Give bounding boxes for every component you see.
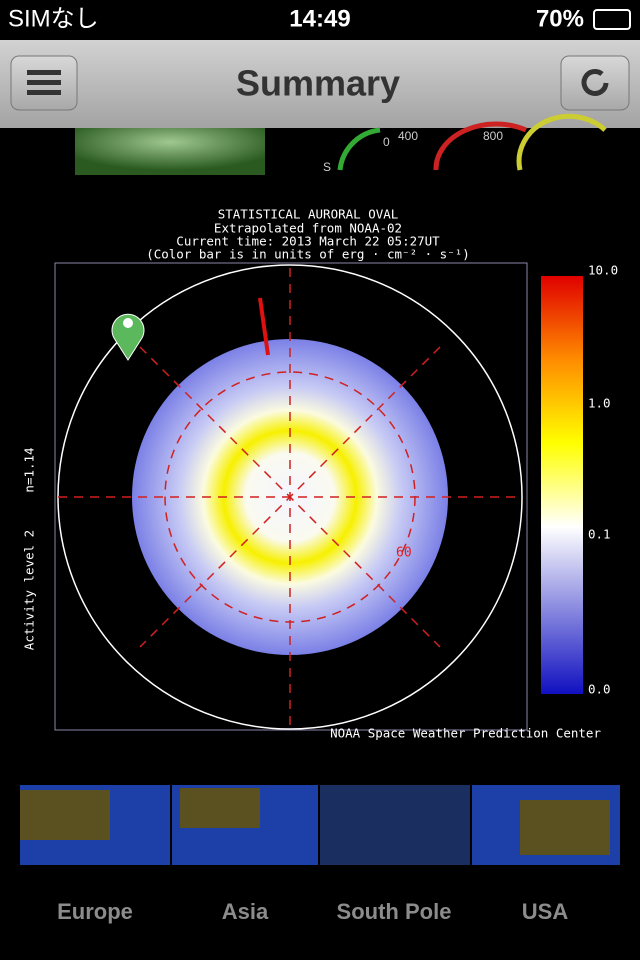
carrier: SIMなし: [8, 5, 99, 32]
grid-circle: [164, 371, 416, 623]
map-subtitle: Extrapolated from NOAA-02: [214, 221, 402, 236]
credit: NOAA Space Weather Prediction Center: [330, 726, 601, 741]
thumbnail-land: [520, 800, 610, 855]
map-subtitle: Current time: 2013 March 22 05:27UT: [176, 234, 440, 249]
color-bar: [541, 276, 583, 694]
location-pin: [111, 313, 145, 361]
grid-lines: [58, 268, 522, 728]
refresh-icon[interactable]: [581, 69, 609, 96]
gauge-label: 400: [398, 129, 418, 143]
pin: [111, 313, 145, 361]
map-subtitle: (Color bar is in units of erg · cm⁻² · s…: [146, 247, 470, 262]
map-title: STATISTICAL AURORAL OVAL: [218, 207, 399, 222]
gauge[interactable]: [433, 121, 527, 171]
gauge-label: 0: [383, 135, 390, 149]
latitude-label: 60: [396, 546, 412, 561]
nav-bar: [0, 40, 640, 128]
thumbnail-land: [180, 788, 260, 828]
battery-percent: 70%: [536, 5, 584, 32]
gauge[interactable]: [516, 113, 607, 171]
tab[interactable]: South Pole: [337, 899, 452, 924]
thumbnail-south-pole[interactable]: [320, 785, 470, 865]
menu-button[interactable]: [10, 55, 78, 111]
status-bar: [0, 0, 640, 40]
thumbnail-land: [20, 790, 110, 840]
refresh-button[interactable]: [560, 55, 630, 111]
plot-frame: [54, 262, 528, 731]
colorbar-label: 10.0: [588, 263, 618, 278]
tab[interactable]: Europe: [57, 899, 133, 924]
nav-title: Summary: [236, 63, 400, 104]
battery-icon: [593, 9, 631, 30]
sun-direction-arrow: [258, 297, 270, 356]
region-thumbnails[interactable]: [20, 785, 620, 865]
aurora-map[interactable]: STATISTICAL AURORAL OVAL Extrapolated fr…: [22, 207, 619, 741]
tab[interactable]: Asia: [222, 899, 269, 924]
colorbar-label: 0.1: [588, 527, 611, 542]
sun-image[interactable]: [75, 128, 265, 175]
clock: 14:49: [289, 5, 350, 32]
refresh-button-bg[interactable]: [560, 55, 630, 111]
gauge-label: S: [323, 160, 331, 174]
menu-icon[interactable]: [27, 80, 61, 85]
menu-icon[interactable]: [27, 70, 61, 75]
tab[interactable]: USA: [522, 899, 569, 924]
tab-bar: [0, 870, 640, 960]
n-label: n=1.14: [22, 447, 37, 492]
grid-line: [139, 346, 441, 648]
colorbar-label: 1.0: [588, 396, 611, 411]
activity-label: Activity level 2: [22, 530, 37, 650]
gauge-label: 800: [483, 129, 503, 143]
pin-icon: [123, 318, 133, 328]
menu-icon[interactable]: [27, 90, 61, 95]
colorbar-label: 0.0: [588, 682, 611, 697]
gauge[interactable]: [337, 127, 381, 171]
gauges[interactable]: [337, 113, 607, 171]
